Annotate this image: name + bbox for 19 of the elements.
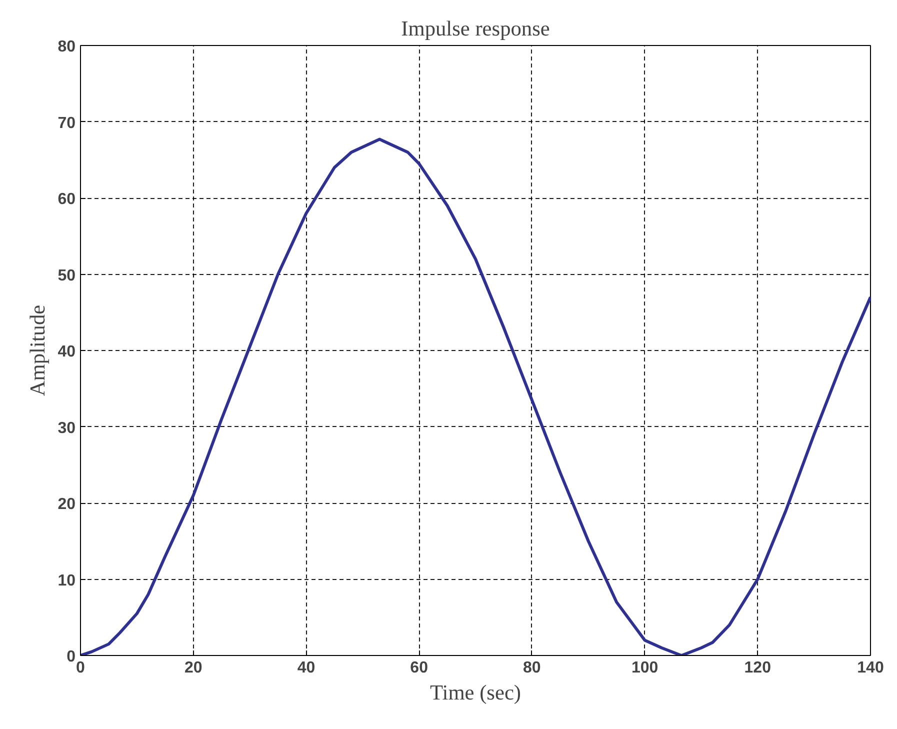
chart-title: Impulse response <box>401 16 550 40</box>
y-tick-label: 80 <box>58 38 76 56</box>
x-axis-title: Time (sec) <box>430 680 522 704</box>
x-tick-label: 60 <box>410 660 428 676</box>
y-tick-label: 40 <box>58 344 76 360</box>
y-tick-label: 0 <box>66 648 76 666</box>
x-tick-label: 80 <box>523 660 541 676</box>
x-tick-label: 20 <box>184 660 202 676</box>
y-tick-label: 70 <box>58 114 76 132</box>
y-tick-label: 50 <box>58 267 76 284</box>
y-tick-label: 10 <box>58 572 76 590</box>
y-tick-label: 30 <box>58 420 76 437</box>
y-tick-label: 20 <box>58 496 76 513</box>
x-tick-label: 40 <box>297 660 316 676</box>
y-tick-label: 60 <box>58 191 76 208</box>
x-tick-label: 100 <box>631 660 658 676</box>
y-axis-title: Amplitude <box>26 304 50 396</box>
x-tick-label: 140 <box>857 660 884 676</box>
x-tick-label: 120 <box>744 660 772 676</box>
